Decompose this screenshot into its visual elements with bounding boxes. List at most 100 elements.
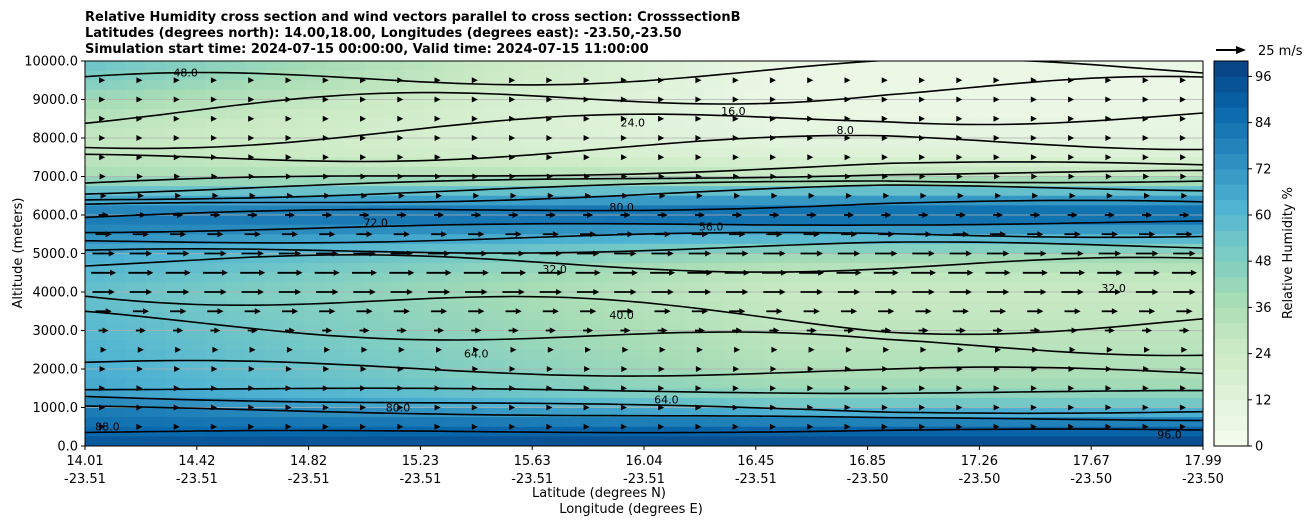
humidity-cell (564, 128, 585, 139)
humidity-cell (843, 205, 865, 216)
humidity-cell (863, 349, 885, 360)
wind-vector (135, 212, 146, 218)
humidity-cell (1123, 99, 1144, 110)
colorbar-tick-label: 24 (1255, 347, 1272, 362)
humidity-cell (284, 243, 306, 255)
humidity-cell (284, 369, 306, 380)
humidity-cell (683, 224, 705, 235)
wind-vector (845, 346, 852, 353)
humidity-cell (823, 340, 845, 351)
humidity-cell (683, 128, 705, 139)
humidity-cell (444, 320, 465, 332)
wind-vector (434, 96, 441, 103)
x-axis-label-longitude: Longitude (degrees E) (559, 502, 703, 517)
humidity-cell (743, 186, 765, 197)
humidity-cell (404, 388, 425, 399)
humidity-cell (584, 311, 605, 322)
humidity-cell (284, 388, 306, 399)
humidity-cell (823, 349, 845, 360)
humidity-cell (683, 369, 705, 380)
humidity-cell (164, 397, 186, 409)
humidity-cell (903, 311, 925, 322)
humidity-cell (384, 166, 406, 178)
humidity-cell (1023, 80, 1044, 91)
humidity-cell (663, 397, 685, 409)
humidity-cell (823, 407, 845, 418)
humidity-cell (1083, 118, 1104, 129)
humidity-cell (1123, 301, 1144, 312)
humidity-cell (224, 359, 246, 370)
y-tick-label: 2000.0 (33, 363, 79, 378)
humidity-cell (883, 80, 905, 91)
humidity-cell (284, 128, 306, 139)
humidity-cell (644, 378, 665, 389)
humidity-cell (404, 215, 425, 226)
humidity-cell (943, 436, 965, 446)
humidity-cell (883, 70, 905, 81)
humidity-cell (663, 61, 685, 72)
humidity-cell (584, 118, 605, 129)
humidity-cell (1083, 138, 1104, 149)
humidity-cell (344, 61, 366, 72)
wind-vector (509, 154, 516, 161)
wind-vector (285, 366, 292, 372)
wind-vector (993, 154, 1000, 161)
humidity-cell (923, 311, 945, 322)
humidity-cell (1023, 99, 1044, 110)
humidity-cell (224, 340, 246, 351)
humidity-cell (1123, 340, 1144, 351)
humidity-cell (1103, 205, 1124, 216)
wind-vector (390, 250, 413, 257)
colorbar-segment (1214, 276, 1248, 293)
humidity-cell (1103, 128, 1124, 139)
humidity-cell (624, 388, 645, 399)
humidity-cell (364, 320, 386, 332)
humidity-cell (923, 99, 945, 110)
humidity-cell (743, 417, 765, 428)
humidity-cell (783, 224, 805, 235)
humidity-cell (504, 215, 525, 226)
humidity-cell (1143, 282, 1164, 293)
humidity-cell (164, 301, 186, 312)
humidity-cell (1163, 253, 1184, 264)
humidity-cell (204, 195, 226, 206)
humidity-cell (564, 118, 585, 129)
humidity-cell (863, 195, 885, 206)
humidity-cell (544, 359, 565, 370)
humidity-cell (264, 397, 286, 409)
wind-vector (799, 269, 825, 276)
humidity-cell (184, 205, 206, 216)
humidity-cell (404, 378, 425, 389)
humidity-cell (324, 349, 346, 360)
humidity-cell (1163, 99, 1184, 110)
wind-vector (807, 115, 814, 122)
wind-vector (398, 346, 405, 353)
humidity-cell (743, 61, 765, 72)
humidity-cell (144, 70, 166, 81)
humidity-cell (1163, 234, 1184, 245)
humidity-cell (504, 243, 525, 255)
humidity-cell (963, 138, 984, 149)
humidity-cell (484, 330, 505, 341)
humidity-cell (424, 195, 445, 206)
wind-vector (1105, 115, 1112, 122)
humidity-cell (224, 426, 246, 437)
humidity-cell (384, 195, 406, 206)
humidity-cell (1063, 89, 1084, 101)
humidity-cell (284, 263, 306, 274)
humidity-cell (364, 426, 386, 437)
humidity-cell (723, 359, 745, 370)
humidity-cell (244, 118, 266, 129)
humidity-cell (184, 128, 206, 139)
humidity-cell (404, 359, 425, 370)
humidity-cell (584, 138, 605, 149)
humidity-cell (1023, 272, 1044, 283)
humidity-cell (843, 340, 865, 351)
humidity-cell (224, 61, 246, 72)
humidity-cell (264, 272, 286, 283)
humidity-cell (364, 109, 386, 120)
humidity-cell (1043, 138, 1064, 149)
wind-vector (508, 327, 519, 334)
wind-vector (806, 327, 817, 334)
wind-vector (1142, 327, 1153, 334)
